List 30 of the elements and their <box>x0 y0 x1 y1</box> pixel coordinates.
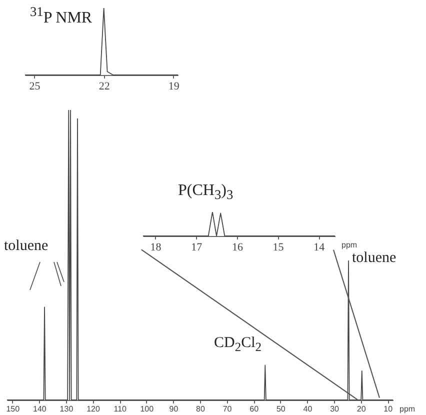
x-tick-label: 16 <box>232 242 244 254</box>
x-tick-label: 10 <box>384 404 394 414</box>
x-tick-label: 25 <box>29 80 41 92</box>
x-tick-label: 50 <box>276 404 286 414</box>
x-tick-label: 70 <box>222 404 232 414</box>
x-tick-label: 110 <box>114 404 128 414</box>
chart-title: P(CH$_{3}$)$_{3}$ <box>178 182 234 204</box>
x-tick-label: 22 <box>98 80 110 92</box>
x-axis-title: ppm <box>400 404 416 414</box>
chart-title: $^{31}$P NMR <box>30 4 92 28</box>
x-tick-label: 20 <box>356 404 366 414</box>
x-tick-label: 17 <box>191 242 203 254</box>
x-tick-label: 150 <box>6 404 20 414</box>
x-tick-label: 14 <box>314 242 326 254</box>
x-tick-label: 120 <box>86 404 100 414</box>
x-axis-title: ppm <box>342 240 358 250</box>
x-tick-label: 60 <box>250 404 260 414</box>
x-tick-label: 100 <box>140 404 154 414</box>
x-tick-label: 40 <box>303 404 313 414</box>
x-tick-label: 15 <box>272 242 284 254</box>
x-tick-label: 140 <box>32 404 47 414</box>
x-tick-label: 30 <box>330 404 340 414</box>
x-tick-label: 18 <box>150 242 162 254</box>
annotation: CD$_{2}$Cl$_{2}$ <box>214 335 262 355</box>
x-tick-label: 130 <box>60 404 74 414</box>
x-tick-label: 80 <box>196 404 206 414</box>
annotation: toluene <box>4 238 48 255</box>
annotation: toluene <box>352 250 396 267</box>
x-tick-label: 90 <box>169 404 179 414</box>
x-tick-label: 19 <box>168 80 180 92</box>
